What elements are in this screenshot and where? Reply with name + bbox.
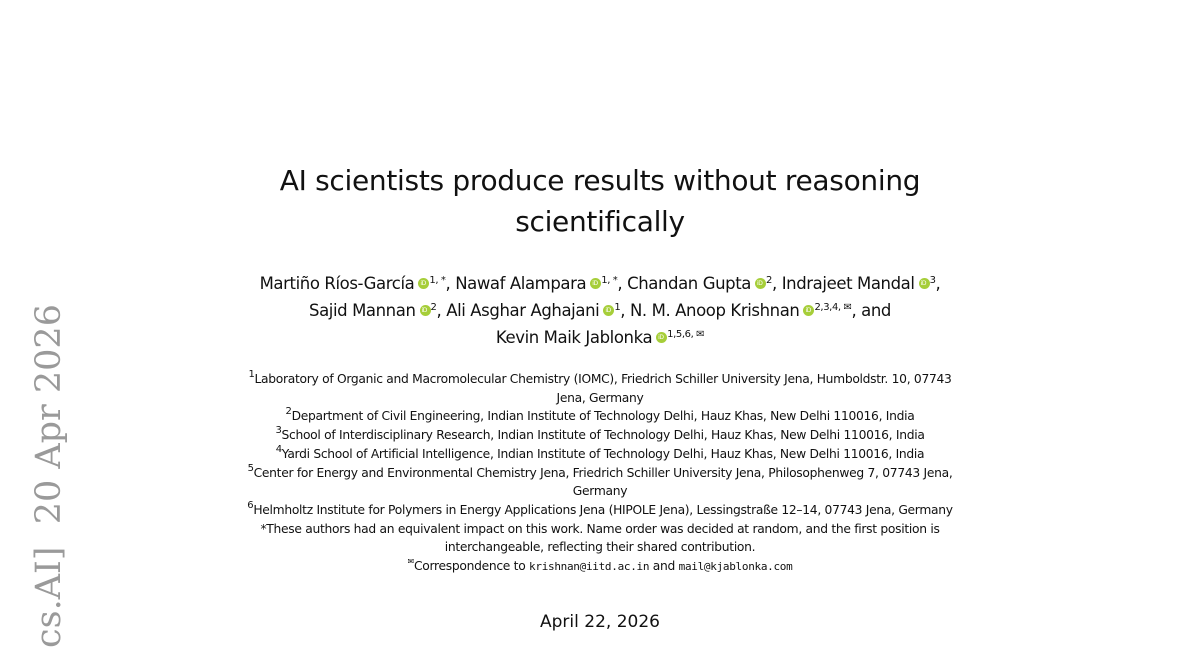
arxiv-stamp: cs.AI] 20 Apr 2026 xyxy=(29,304,69,648)
affiliation-continued: Germany xyxy=(572,484,628,499)
author-name: Martiño Ríos-García xyxy=(259,274,415,293)
orcid-icon[interactable] xyxy=(803,305,815,316)
affiliation-number: 5 xyxy=(247,462,254,474)
author-affiliation-marks: 2 xyxy=(766,275,772,286)
affiliation-text: Helmholtz Institute for Polymers in Ener… xyxy=(253,502,953,517)
author-separator: , xyxy=(771,274,782,293)
author-affiliation-marks: 1,5,6, ✉ xyxy=(667,329,705,340)
affiliation-number: 1 xyxy=(248,369,255,380)
equal-contribution-note: *These authors had an equivalent impact … xyxy=(150,520,1050,539)
correspondence: ✉Correspondence to krishnan@iitd.ac.in a… xyxy=(150,557,1050,577)
author-separator: , and xyxy=(851,301,891,320)
correspondence-prefix: Correspondence to xyxy=(413,559,530,574)
note-text: These authors had an equivalent impact o… xyxy=(266,521,940,536)
author-list: Martiño Ríos-García 1, *, Nawaf Alampara 1… xyxy=(150,270,1050,351)
orcid-icon[interactable] xyxy=(603,305,615,316)
author-affiliation-marks: 1, * xyxy=(601,275,618,286)
author-name: Ali Asghar Aghajani xyxy=(446,301,600,320)
author: Martiño Ríos-García 1, *, xyxy=(260,274,456,293)
affiliation-number: 2 xyxy=(285,406,292,418)
affiliation: 1Laboratory of Organic and Macromolecula… xyxy=(150,370,1050,389)
orcid-icon[interactable] xyxy=(755,278,767,289)
author: Indrajeet Mandal 3, xyxy=(782,274,941,293)
author: Ali Asghar Aghajani 1, xyxy=(446,301,630,320)
author: Sajid Mannan 2, xyxy=(309,301,446,320)
title-line: scientifically xyxy=(515,205,685,238)
author: Kevin Maik Jablonka 1,5,6, ✉ xyxy=(495,328,705,347)
email-link[interactable]: mail@kjablonka.com xyxy=(678,560,793,574)
note-text-continued: interchangeable, reflecting their shared… xyxy=(444,540,756,555)
author-affiliation-marks: 3 xyxy=(929,275,936,286)
affiliations: 1Laboratory of Organic and Macromolecula… xyxy=(150,370,1050,577)
author-affiliation-marks: 2,3,4, ✉ xyxy=(814,302,852,313)
author: N. M. Anoop Krishnan 2,3,4, ✉, and xyxy=(630,301,891,320)
affiliation-text: Center for Energy and Environmental Chem… xyxy=(253,465,953,480)
affiliation-number: 4 xyxy=(275,443,282,455)
affiliation-text: Department of Civil Engineering, Indian … xyxy=(291,409,915,424)
affiliation-number: 6 xyxy=(247,499,254,511)
author-affiliation-marks: 1 xyxy=(614,302,621,313)
author-affiliation-marks: 1, * xyxy=(429,275,446,286)
orcid-icon[interactable] xyxy=(418,278,430,289)
affiliation: 3School of Interdisciplinary Research, I… xyxy=(150,426,1050,445)
title-line: AI scientists produce results without re… xyxy=(279,164,921,197)
orcid-icon[interactable] xyxy=(656,332,668,343)
paper-title: AI scientists produce results without re… xyxy=(0,160,1200,242)
affiliation-text: Laboratory of Organic and Macromolecular… xyxy=(254,372,952,386)
author-separator: , xyxy=(617,274,628,293)
orcid-icon[interactable] xyxy=(590,278,602,289)
asterisk: * xyxy=(260,521,267,536)
affiliation: 2Department of Civil Engineering, Indian… xyxy=(150,407,1050,426)
email-link[interactable]: krishnan@iitd.ac.in xyxy=(529,560,650,574)
author-separator: , xyxy=(445,274,456,293)
author-affiliation-marks: 2 xyxy=(430,302,437,313)
author: Chandan Gupta 2, xyxy=(627,274,782,293)
author: Nawaf Alampara 1, *, xyxy=(455,274,627,293)
paper-date: April 22, 2026 xyxy=(540,612,660,632)
affiliation-text: Yardi School of Artificial Intelligence,… xyxy=(281,446,925,461)
author-separator: , xyxy=(436,301,447,320)
affiliation-text: School of Interdisciplinary Research, In… xyxy=(281,428,925,443)
author-name: Nawaf Alampara xyxy=(455,274,587,293)
orcid-icon[interactable] xyxy=(419,305,431,316)
affiliation-continued: Jena, Germany xyxy=(556,390,644,405)
affiliation: 5Center for Energy and Environmental Che… xyxy=(150,462,1050,483)
author-name: Chandan Gupta xyxy=(627,274,752,293)
affiliation: 4Yardi School of Artificial Intelligence… xyxy=(150,443,1050,464)
author-separator: , xyxy=(620,301,630,320)
author-name: Kevin Maik Jablonka xyxy=(495,328,653,347)
envelope-icon: ✉ xyxy=(407,557,415,567)
author-name: Indrajeet Mandal xyxy=(781,274,915,293)
author-name: Sajid Mannan xyxy=(309,301,416,320)
correspondence-and: and xyxy=(649,559,679,574)
affiliation-number: 3 xyxy=(275,425,282,437)
orcid-icon[interactable] xyxy=(918,278,930,289)
author-name: N. M. Anoop Krishnan xyxy=(629,301,800,320)
author-separator: , xyxy=(935,274,941,293)
affiliation: 6Helmholtz Institute for Polymers in Ene… xyxy=(150,499,1050,520)
